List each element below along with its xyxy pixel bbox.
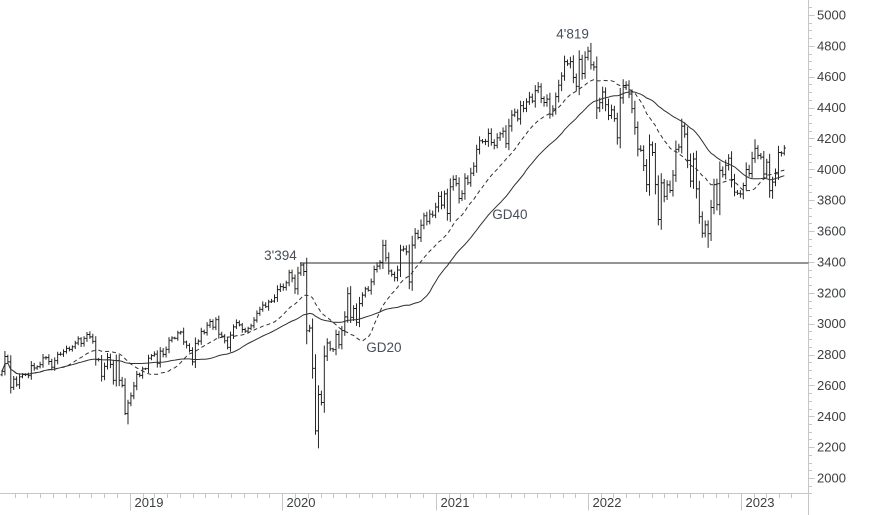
y-tick-label: 3800 (817, 193, 846, 208)
y-tick-label: 3600 (817, 224, 846, 239)
x-year-label: 2022 (593, 495, 622, 510)
y-tick-label: 2400 (817, 409, 846, 424)
annotation-3394: 3'394 (264, 248, 297, 263)
y-axis-labels: 5000 4800 4600 4400 4200 4000 3800 3600 3400 3200… (817, 8, 846, 486)
y-tick-label: 2000 (817, 471, 846, 486)
ohlc-bars (0, 42, 786, 449)
y-tick-label: 3200 (817, 285, 846, 300)
y-tick-label: 4400 (817, 100, 846, 115)
y-tick-label: 4600 (817, 69, 846, 84)
x-year-label: 2023 (746, 495, 775, 510)
y-tick-label: 4800 (817, 38, 846, 53)
y-tick-label: 3400 (817, 254, 846, 269)
gd20-line (1, 79, 785, 376)
y-tick-label: 5000 (817, 8, 846, 23)
gd40-label: GD40 (492, 207, 527, 222)
y-tick-label: 2800 (817, 347, 846, 362)
x-year-label: 2021 (441, 495, 470, 510)
x-year-label: 2019 (135, 495, 164, 510)
y-tick-label: 2600 (817, 378, 846, 393)
gd20-label: GD20 (366, 340, 401, 355)
x-year-label: 2020 (287, 495, 316, 510)
annotation-4819: 4'819 (556, 26, 589, 41)
x-axis-labels: 2019 2020 2021 2022 2023 (135, 495, 775, 510)
y-tick-label: 4000 (817, 162, 846, 177)
y-tick-label: 3000 (817, 316, 846, 331)
y-tick-label: 4200 (817, 131, 846, 146)
gd40-line (1, 91, 785, 375)
axes (0, 0, 815, 515)
y-tick-label: 2200 (817, 440, 846, 455)
